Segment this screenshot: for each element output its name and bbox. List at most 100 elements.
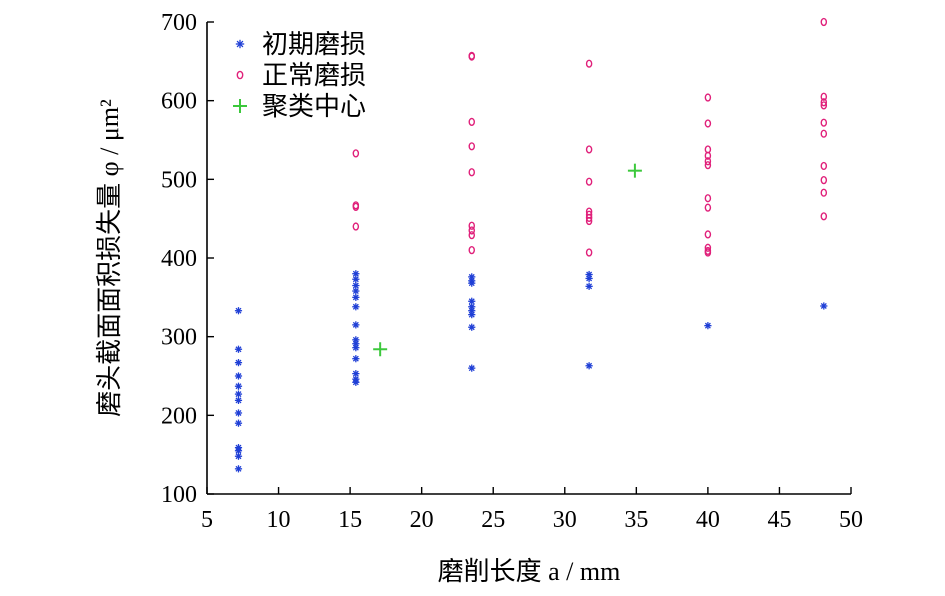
x-tick-label: 30 [553, 507, 577, 533]
data-point [373, 342, 388, 357]
legend-item: 初期磨损 [235, 30, 366, 59]
data-point [585, 145, 593, 154]
x-tick-label: 40 [696, 507, 720, 533]
data-point [234, 409, 243, 417]
data-point [820, 161, 828, 171]
data-point [704, 157, 712, 166]
data-point [704, 203, 712, 212]
data-point [352, 370, 360, 378]
data-point [820, 188, 828, 197]
y-tick-label: 500 [161, 167, 197, 193]
data-point [704, 119, 712, 128]
data-point [585, 59, 593, 68]
data-point [234, 390, 243, 398]
legend-label: 正常磨损 [262, 61, 366, 90]
data-point [468, 231, 476, 240]
x-tick-label: 20 [410, 507, 434, 533]
data-point [820, 101, 828, 110]
data-point [352, 149, 360, 158]
data-point [352, 287, 360, 295]
x-tick-label: 25 [481, 507, 505, 533]
data-point [352, 303, 360, 311]
series-2 [352, 17, 828, 257]
data-point [585, 216, 593, 226]
x-tick-label: 50 [839, 507, 863, 533]
data-point [585, 177, 593, 186]
data-point [704, 230, 712, 239]
data-point [234, 447, 243, 455]
data-point [352, 378, 360, 386]
data-point [468, 297, 476, 305]
data-point [820, 118, 828, 127]
data-point [704, 93, 712, 102]
data-point [234, 465, 243, 473]
data-point [468, 364, 476, 372]
data-point [352, 293, 360, 301]
data-point [468, 311, 476, 319]
x-tick-label: 10 [267, 507, 291, 533]
y-tick-label: 200 [161, 403, 197, 429]
data-point [468, 246, 476, 255]
data-point [468, 221, 476, 230]
data-point [352, 344, 360, 352]
data-point [820, 129, 828, 138]
y-tick-label: 600 [161, 89, 197, 115]
data-point [585, 213, 593, 222]
x-tick-label: 35 [624, 507, 648, 533]
x-tick-label: 45 [767, 507, 791, 533]
data-point [352, 355, 360, 363]
y-tick-label: 300 [161, 325, 197, 351]
data-point [234, 382, 243, 390]
data-point [585, 248, 593, 257]
data-point [704, 243, 712, 252]
y-tick-label: 700 [161, 10, 197, 36]
data-point [468, 323, 476, 331]
series-1 [234, 270, 828, 473]
series-3 [373, 163, 642, 357]
data-point [704, 322, 712, 330]
data-point [820, 92, 828, 101]
legend-label: 聚类中心 [262, 92, 366, 121]
x-axis-ticks: 5 10 15 20 25 30 35 40 45 50 [201, 487, 863, 533]
data-point [468, 279, 476, 287]
data-point [468, 168, 476, 177]
data-point [234, 419, 243, 427]
data-point [704, 151, 712, 160]
y-tick-label: 100 [161, 482, 197, 508]
legend-item: 聚类中心 [233, 92, 366, 121]
data-points [234, 17, 828, 473]
data-point [468, 226, 476, 235]
data-point [234, 359, 243, 367]
data-point [234, 345, 243, 353]
data-point [352, 275, 360, 283]
legend-label: 初期磨损 [262, 30, 366, 59]
data-point [820, 98, 828, 107]
y-axis-ticks: 100 200 300 400 500 600 700 [161, 10, 214, 508]
data-point [585, 282, 593, 290]
data-point [234, 372, 243, 380]
data-point [234, 452, 243, 460]
data-point [585, 362, 593, 370]
data-point [234, 307, 243, 315]
data-point [704, 161, 712, 170]
x-tick-label: 5 [201, 507, 213, 533]
data-point [704, 194, 712, 203]
data-point [352, 222, 360, 231]
x-axis-label: 磨削长度 a / mm [438, 557, 621, 586]
data-point [820, 212, 828, 221]
y-axis-label: 磨头截面面积损失量 φ / μm² [95, 99, 124, 417]
y-tick-label: 400 [161, 246, 197, 272]
data-point [585, 274, 593, 283]
data-point [468, 117, 476, 127]
legend-marker [235, 39, 245, 49]
data-point [627, 163, 642, 178]
data-point [352, 321, 360, 329]
x-tick-label: 15 [338, 507, 362, 533]
data-point [820, 176, 828, 185]
data-point [468, 52, 476, 61]
data-point [468, 142, 476, 151]
data-point [234, 396, 243, 404]
legend-marker [233, 99, 247, 113]
